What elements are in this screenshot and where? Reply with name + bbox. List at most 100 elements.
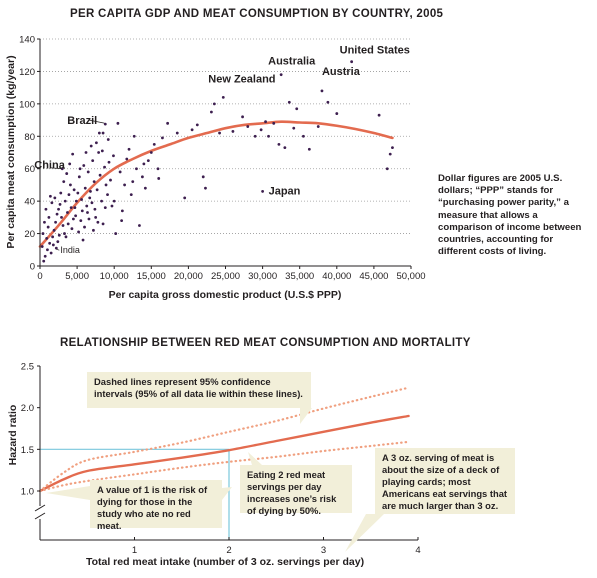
chart1-data-point <box>166 121 170 125</box>
chart1-data-point <box>100 149 104 153</box>
callout-confidence-pointer <box>300 408 312 424</box>
chart1-data-point <box>90 201 94 205</box>
chart1-x-tick-label: 20,000 <box>174 271 203 282</box>
chart1-data-point <box>76 191 80 195</box>
chart1-data-point <box>183 196 187 200</box>
chart1-data-point <box>292 126 296 130</box>
chart1-data-point <box>123 183 126 187</box>
chart1-x-label: Per capita gross domestic product (U.S.$… <box>109 289 342 301</box>
chart1-data-point <box>86 211 89 214</box>
chart1-label-leader <box>56 248 60 251</box>
chart1-data-point <box>41 232 45 235</box>
chart1-data-point <box>120 219 124 223</box>
chart1-data-point <box>80 198 83 201</box>
chart1-data-point <box>302 134 305 138</box>
chart1-data-point <box>63 199 67 203</box>
chart1-data-point <box>74 214 78 218</box>
chart1-country-label: India <box>60 245 80 255</box>
chart1-data-point <box>272 121 276 125</box>
chart1-data-point <box>142 162 146 166</box>
chart1-data-point <box>106 138 110 141</box>
chart1-data-point <box>94 215 98 219</box>
chart1-x-ticks: 0 5,000 10,000 15,000 20,000 25,000 30,000 35,0… <box>37 266 426 282</box>
chart1-data-point <box>63 232 66 235</box>
chart1-country-label: Australia <box>268 56 316 68</box>
chart1-data-point <box>91 159 95 163</box>
chart1-y-tick-label: 100 <box>19 99 35 110</box>
chart1-data-point <box>40 245 44 248</box>
chart1-data-point <box>45 237 49 240</box>
chart1-data-point <box>54 246 58 250</box>
chart1-data-point <box>96 220 100 224</box>
chart2-y-ticks: 1.0 1.5 2.0 2.5 <box>21 362 40 498</box>
chart1-data-point <box>70 227 74 231</box>
chart1-data-point <box>100 199 103 203</box>
chart1-data-point <box>66 211 69 214</box>
chart2-callout-pointers <box>46 408 384 552</box>
callout-confidence-intervals: Dashed lines represent 95% confidence in… <box>87 372 311 408</box>
chart1-data-point <box>101 222 105 226</box>
chart1-data-point <box>66 222 70 226</box>
chart1-data-point <box>88 196 92 200</box>
chart1-data-point <box>212 102 216 106</box>
chart1-data-point <box>287 100 291 104</box>
chart2-lines <box>38 386 410 493</box>
callout-serving-size: A 3 oz. serving of meat is about the siz… <box>375 448 515 514</box>
chart1-data-point <box>221 95 225 99</box>
chart2-y-tick-label: 2.0 <box>21 403 34 414</box>
chart1-data-point <box>78 167 82 171</box>
chart2-y-label: Hazard ratio <box>7 405 19 466</box>
chart1-data-point <box>61 224 65 227</box>
chart1-x-tick-label: 35,000 <box>285 271 314 282</box>
chart1-data-point <box>57 233 61 237</box>
chart1-data-point <box>48 241 52 245</box>
chart1-country-label: United States <box>340 45 410 57</box>
chart1-data-point <box>42 259 46 263</box>
chart1-data-point <box>89 190 92 193</box>
chart1-data-point <box>60 215 63 219</box>
chart1-data-point <box>48 194 52 198</box>
chart1-data-point <box>101 131 105 135</box>
chart1-title: PER CAPITA GDP AND MEAT CONSUMPTION BY C… <box>70 8 444 20</box>
chart2-confidence-line <box>38 386 410 493</box>
chart1-country-label: Austria <box>322 66 361 78</box>
chart1-trend-line <box>38 120 394 248</box>
chart2-y-tick-label: 1.5 <box>21 445 34 456</box>
chart1-x-tick-label: 25,000 <box>211 271 240 282</box>
chart1-data-point <box>60 167 64 171</box>
chart1-data-point <box>57 207 60 211</box>
chart1-data-point <box>94 141 98 145</box>
chart1-data-point <box>277 142 281 146</box>
chart1-data-point <box>132 134 136 138</box>
chart1-data-point <box>46 225 50 229</box>
chart1-data-point <box>279 73 283 77</box>
chart1-data-point <box>79 219 83 223</box>
chart1-data-point <box>103 206 107 210</box>
chart1-data-point <box>143 186 147 190</box>
chart1-points <box>40 60 394 263</box>
chart1-data-point <box>295 107 299 111</box>
chart1-country-label: New Zealand <box>208 73 275 85</box>
chart1-data-point <box>55 212 59 216</box>
chart1-data-point <box>83 225 86 229</box>
chart1-data-point <box>84 151 88 154</box>
chart1-data-point <box>95 188 99 192</box>
callout-value-one-left-pointer <box>46 486 90 500</box>
chart2-x-tick-label: 4 <box>415 545 420 556</box>
chart1-y-tick-label: 20 <box>24 229 35 240</box>
chart1-data-point <box>326 100 330 104</box>
chart1-data-point <box>56 240 60 244</box>
chart1-data-point <box>195 123 199 127</box>
chart1-data-point <box>69 206 73 210</box>
chart1-label-leader <box>50 167 62 170</box>
chart1-data-point <box>80 209 84 213</box>
chart1-data-point <box>120 209 124 213</box>
chart1-country-label: Brazil <box>67 115 97 127</box>
chart1-data-point <box>388 152 392 156</box>
chart1-data-point <box>156 167 160 171</box>
chart1-data-point <box>43 254 47 258</box>
chart1-data-point <box>92 228 95 232</box>
chart1-data-point <box>201 175 205 179</box>
chart2-x-label: Total red meat intake (number of 3 oz. s… <box>86 556 364 568</box>
chart1-data-point <box>157 177 161 180</box>
